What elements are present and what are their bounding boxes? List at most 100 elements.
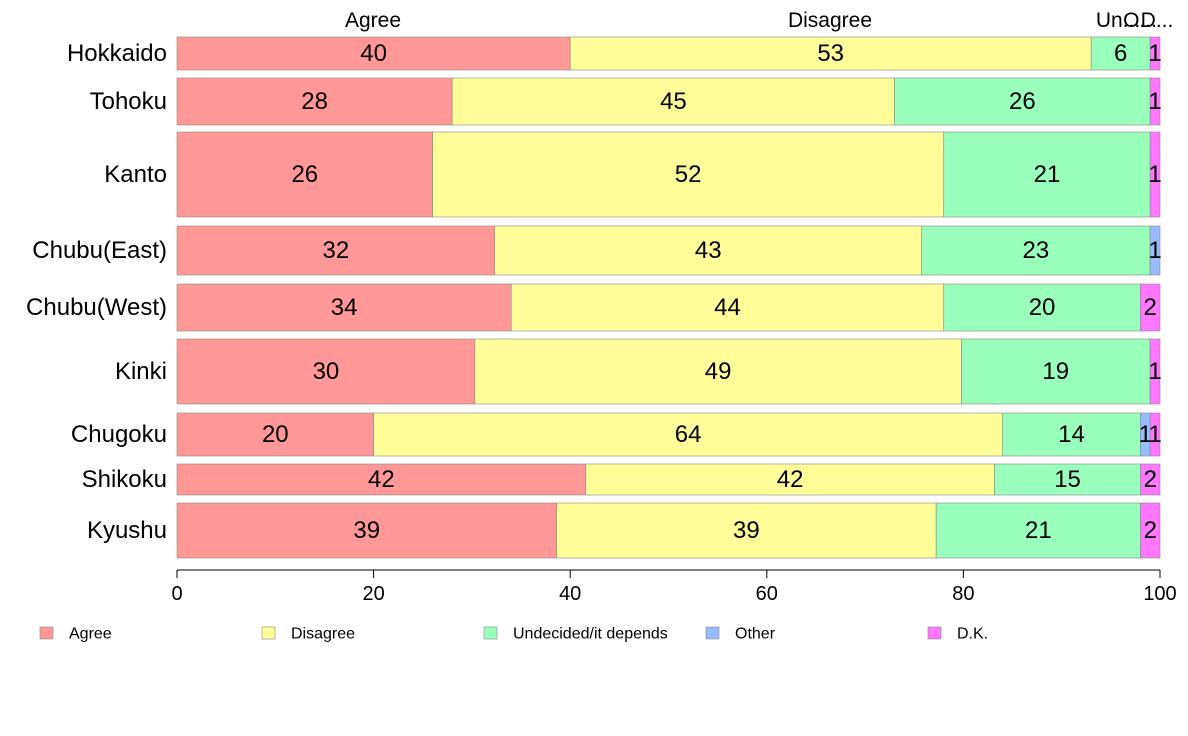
data-label: 1 [1148,358,1161,385]
data-label: 45 [660,88,687,115]
region-label: Chubu(East) [32,237,167,264]
bar-row: 32 43 23 1 [176,225,1162,276]
legend-label: Other [735,626,776,643]
bar-segment [494,225,922,276]
data-label: 23 [1023,237,1050,264]
data-label: 19 [1042,358,1069,385]
legend: Agree Disagree Undecided/it depends Other D.… [39,626,988,643]
data-label: 2 [1144,517,1157,544]
data-label: 64 [675,421,702,448]
bar-segment [176,338,476,405]
data-label: 42 [777,466,804,493]
x-tick-label: 20 [362,583,384,605]
bar-segment [451,77,895,126]
data-label: 6 [1114,40,1127,67]
bar-segment [176,225,496,276]
bar-segment [176,502,557,559]
column-header: Disagree [788,9,872,32]
data-label: 49 [705,358,732,385]
region-label: Shikoku [82,466,167,493]
data-label: 26 [291,161,318,188]
region-label: Tohoku [90,88,167,115]
bar-segment [921,225,1151,276]
region-label: Chubu(West) [26,294,167,321]
bar-segment [1149,225,1161,276]
bar-row: 26 52 21 1 [176,131,1162,218]
data-label: 1 [1148,237,1161,264]
legend-item: Agree [39,626,112,643]
legend-label: Undecided/it depends [513,626,668,643]
column-headers: Agree Disagree Un...O...D... [345,9,1173,32]
bar-row: 30 49 19 1 [176,338,1162,405]
bar-segment [994,463,1141,496]
data-label: 39 [733,517,760,544]
x-tick-label: 40 [559,583,581,605]
data-label: 21 [1034,161,1061,188]
legend-swatch [483,626,498,640]
data-label: 21 [1025,517,1052,544]
bar-segment [1149,77,1161,126]
bar-segment [943,283,1141,332]
column-header: Agree [345,9,401,32]
data-label: 26 [1009,88,1036,115]
data-label: 1 [1148,421,1161,448]
data-label: 43 [695,237,722,264]
data-label: 39 [353,517,380,544]
region-labels: Hokkaido Tohoku Kanto Chubu(East) Chubu(West… [26,40,167,544]
column-header: O... [1123,9,1157,32]
bar-segment [176,77,453,126]
bar-segment [1140,502,1161,559]
bar-segment [1149,338,1161,405]
legend-swatch [261,626,276,640]
column-header: D... [1141,9,1174,32]
bar-segment [176,36,571,71]
bar-segment [961,338,1151,405]
region-label: Chugoku [71,421,167,448]
bar-segment [1149,412,1161,457]
data-label: 44 [714,294,741,321]
legend-item: Other [705,626,776,643]
legend-item: D.K. [927,626,988,643]
bar-segment [1149,36,1161,71]
bar-row: 39 39 21 2 [176,502,1161,559]
x-tick-label: 100 [1143,583,1176,605]
legend-label: Disagree [291,626,355,643]
data-label: 2 [1143,294,1156,321]
column-header: Un... [1096,9,1140,32]
data-label: 20 [262,421,289,448]
data-label: 53 [817,40,844,67]
data-label: 34 [331,294,358,321]
region-label: Kyushu [87,517,167,544]
bar-segment [1149,131,1161,218]
data-label: 1 [1148,88,1161,115]
legend-label: Agree [69,626,112,643]
data-label: 1 [1148,161,1161,188]
legend-label: D.K. [957,626,988,643]
legend-item: Undecided/it depends [483,626,668,643]
bar-segment [935,502,1141,559]
bar-segment [176,131,433,218]
bar-row: 40 53 6 1 [176,36,1162,71]
x-axis: 0 20 40 60 80 100 [171,569,1177,605]
bar-row: 28 45 26 1 [176,77,1162,126]
region-label: Kanto [104,161,167,188]
x-tick-label: 60 [756,583,778,605]
data-label: 1 [1139,421,1152,448]
x-tick-label: 80 [952,583,974,605]
data-label: 40 [360,40,387,67]
data-label: 32 [323,237,350,264]
bar-row: 34 44 20 2 [176,283,1161,332]
region-label: Hokkaido [67,40,167,67]
data-label: 20 [1029,294,1056,321]
legend-swatch [39,626,54,640]
bar-segment [1140,283,1161,332]
bar-row: 42 42 15 2 [176,463,1161,496]
bar-segment [432,131,945,218]
bar-segment [510,283,945,332]
bar-row: 20 64 14 11 [176,412,1162,457]
bar-segment [585,463,995,496]
bar-segment [1140,463,1161,496]
bar-segment [176,463,587,496]
data-label: 42 [368,466,395,493]
